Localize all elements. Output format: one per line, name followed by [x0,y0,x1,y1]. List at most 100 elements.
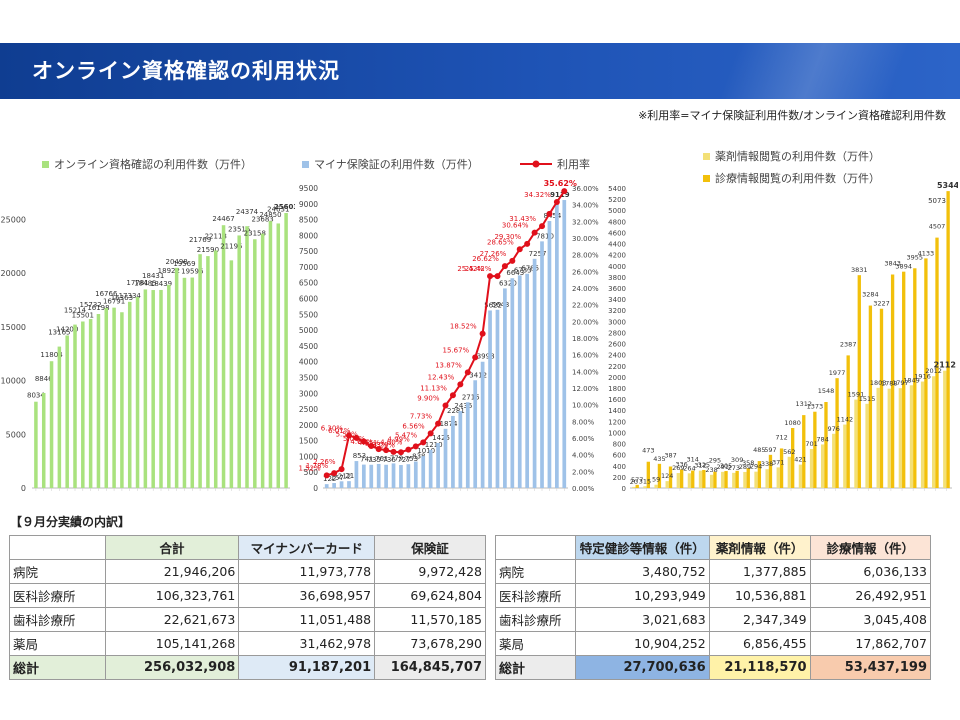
bar-label: 727 [397,456,410,464]
bar-shinryo [935,237,939,488]
table-cell: 薬局 [9,631,106,656]
y-tick-label: 2000 [608,374,626,382]
bar-yakuzai [943,370,947,488]
bar-label: 2281 [447,407,465,415]
table-cell: 106,323,761 [104,583,240,608]
table-cell: 256,032,908 [104,655,240,680]
bar-shinryo [802,415,806,488]
bar [237,235,241,488]
table-row: 薬局 10,904,252 6,856,455 17,862,707 [495,631,932,656]
bar-label-shinryo: 358 [742,459,754,467]
bar-yakuzai [809,449,814,488]
bar [253,239,257,488]
bar [503,288,507,488]
bar [421,456,426,488]
title-bar-highlight [620,43,960,99]
bar-label: 741 [360,456,373,464]
bar-yakuzai [865,403,869,488]
y-tick-label: 4500 [299,342,318,351]
table-row: 薬局 105,141,268 31,462,978 73,678,290 [9,631,486,656]
bar-label-shinryo: 1373 [807,403,824,411]
bar [369,464,374,488]
table-cell: 36,698,957 [238,583,376,608]
bar-label: 122 [323,475,336,483]
y2-tick-label: 28.00% [572,252,599,260]
table-cell: 69,624,804 [374,583,486,608]
bar-label: 6643 [506,269,524,277]
bar-label-extra: 5073 [928,197,946,205]
table-cell: 105,141,268 [104,631,240,656]
bar-label: 212 [338,472,351,480]
y-tick-label: 400 [613,463,626,471]
rate-label: 6.30% [321,425,344,433]
bar-shinryo [857,275,861,488]
bar [213,250,218,488]
table-cell: 歯科診療所 [495,607,576,632]
bar [276,223,281,488]
y-tick-label: 15000 [1,323,26,332]
table-row: 歯科診療所 3,021,683 2,347,349 3,045,408 [495,607,932,632]
bar-label-yakuzai: 701 [805,440,817,448]
chart3-legend-a-label: 薬剤情報閲覧の利用件数（万件） [715,150,880,163]
bar-label-shinryo: 1080 [784,419,801,427]
rate-point [457,381,464,388]
rate-point [546,210,553,217]
bar-label: 23683 [251,216,273,224]
y2-tick-label: 24.00% [572,285,599,293]
table-cell: 病院 [9,559,106,584]
bar-label-yakuzai: 312 [694,462,706,470]
bar [473,380,478,488]
bar-label-yakuzai: 1788 [881,380,898,388]
bar [354,461,359,488]
bar [268,221,273,488]
bar-label: 21769 [189,236,211,244]
bar-label: 18439 [150,280,172,288]
table-row: 病院 21,946,206 11,973,778 9,972,428 [9,559,486,584]
bar-label: 16363 [111,294,133,302]
rate-point [345,432,352,439]
bar [547,221,552,488]
rate-label: 5.58% [336,431,359,439]
y-tick-label: 1200 [608,418,626,426]
y-tick-label: 10000 [1,377,26,386]
y-tick-label: 8000 [299,231,318,240]
chart2-legend-line-label: 利用率 [557,158,590,171]
rate-point [561,188,568,195]
bar-yakuzai [743,471,747,488]
rate-point [501,263,508,270]
rate-label: 25.42% [457,265,484,273]
bar [96,314,101,488]
bar-label-yakuzai: 562 [783,448,795,456]
bar-yakuzai [754,471,758,488]
legend-swatch-blue [302,160,309,168]
bar-label: 157 [330,474,343,482]
bar-label-shinryo: 309 [731,456,743,464]
bar [135,297,140,488]
bar-label: 3998 [477,353,495,361]
bar [562,200,567,488]
chart3-legend-b: 診療情報閲覧の利用件数（万件） [703,170,880,186]
y-tick-label: 2400 [608,352,626,360]
bar-label-shinryo: 577 [631,476,643,484]
table-cell: 22,621,673 [104,607,240,632]
rate-point [516,246,523,253]
bar-label-yakuzai: 59 [652,476,660,484]
y-tick-label: 3200 [608,307,626,315]
bar-label-shinryo: 325 [698,461,710,469]
y-tick-label: 9500 [299,184,318,193]
y-tick-label: 4000 [608,263,626,271]
rate-point [353,434,360,441]
y-tick-label: 3400 [608,296,626,304]
y-tick-label: 7500 [299,247,318,256]
bar [206,256,210,488]
bar [104,307,109,488]
rate-label: 12.43% [428,373,455,381]
rate-label: 4.55% [358,439,381,447]
table-header-row: 合計 マイナンバーカード 保険証 [9,535,486,560]
bar [443,428,448,488]
table-row: 歯科診療所 22,621,673 11,051,488 11,570,185 [9,607,486,632]
y-tick-label: 1800 [608,385,626,393]
bar [525,273,530,488]
bar [436,443,440,488]
bar-label: 217 [345,472,358,480]
